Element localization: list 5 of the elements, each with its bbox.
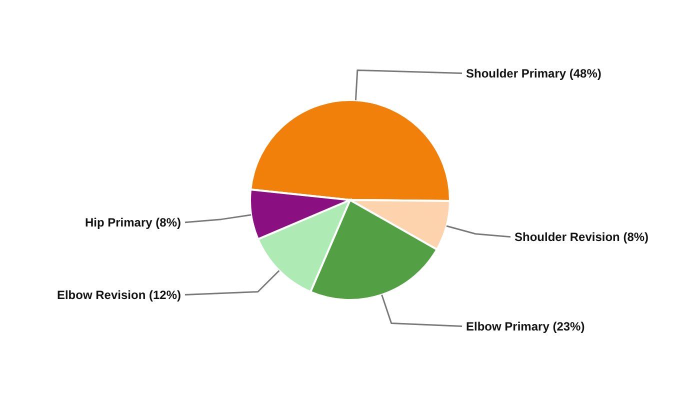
slice-label: Shoulder Revision (8%) xyxy=(514,230,649,244)
slice-label: Shoulder Primary (48%) xyxy=(466,66,602,80)
slice-label: Elbow Primary (23%) xyxy=(466,319,585,334)
slice-label: Elbow Revision (12%) xyxy=(56,288,181,302)
slice-label: Hip Primary (8%) xyxy=(84,216,181,230)
